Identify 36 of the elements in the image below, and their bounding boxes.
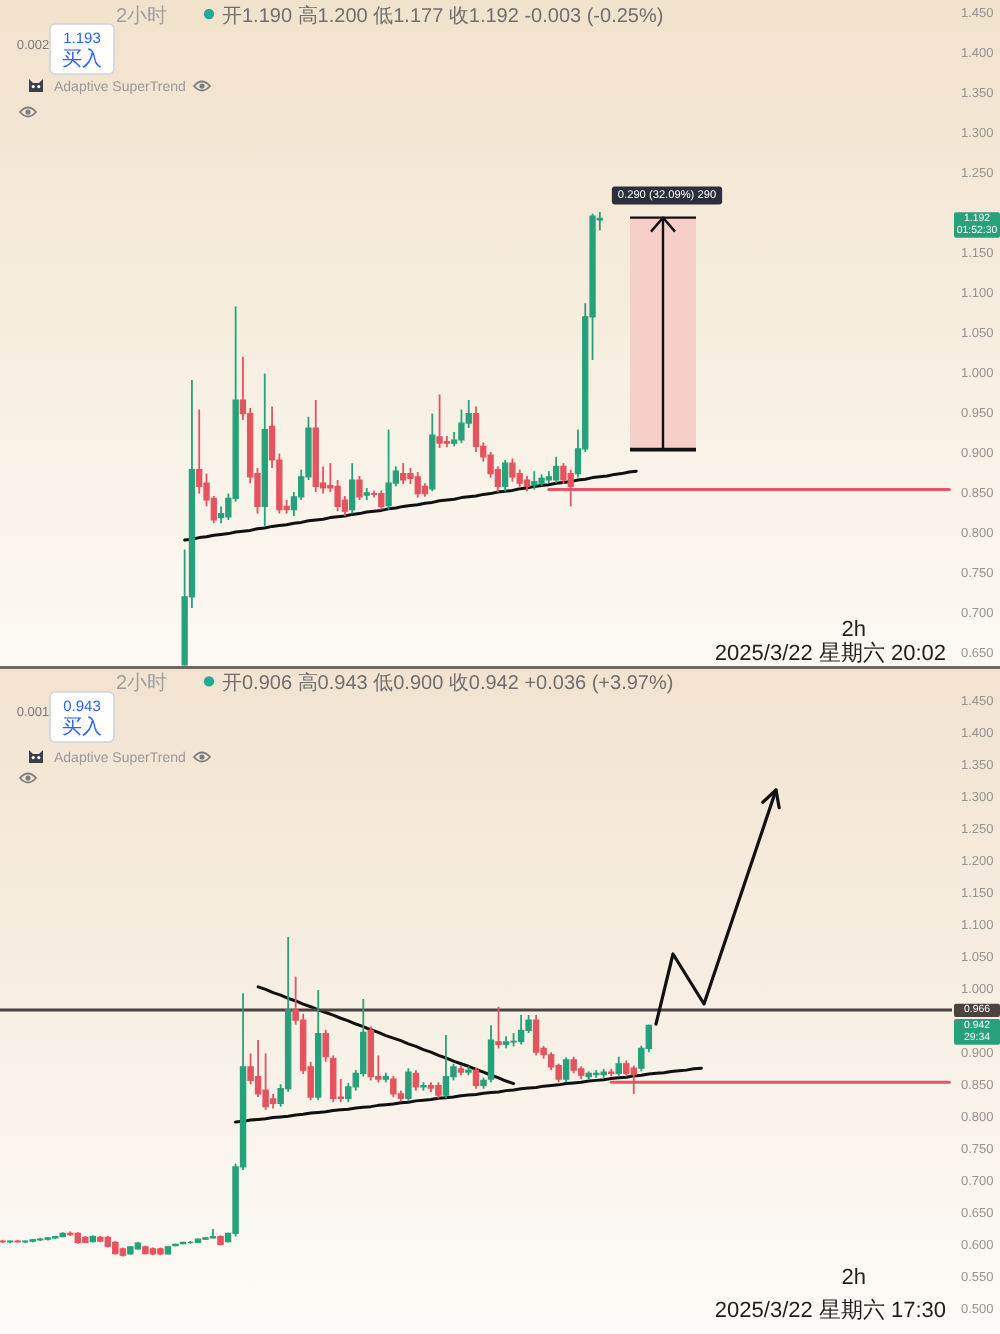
- candlestick: [532, 1014, 540, 1057]
- candlestick: [442, 1034, 450, 1100]
- candlestick: [385, 428, 392, 511]
- annotation: 开1.190 高1.200 低1.177 收1.192 -0.003 (-0.25%): [222, 4, 664, 28]
- annotation: 2小时: [116, 4, 168, 28]
- candlestick: [615, 1055, 622, 1078]
- candlestick: [531, 470, 538, 491]
- candlestick: [390, 1074, 397, 1098]
- candlestick: [370, 489, 378, 499]
- candlestick: [356, 475, 363, 501]
- candlestick: [436, 393, 443, 449]
- candlestick: [509, 457, 516, 483]
- candlestick: [562, 1056, 570, 1084]
- candlestick: [196, 408, 203, 495]
- candlestick: [349, 462, 356, 515]
- annotation: 2小时: [116, 671, 168, 695]
- candlestick: [414, 471, 421, 499]
- candlestick: [517, 1014, 525, 1046]
- candlestick: [412, 1069, 420, 1092]
- annotation: 2025/3/22 星期六 17:30: [714, 1297, 946, 1323]
- candlestick: [501, 459, 509, 493]
- candlestick: [552, 455, 560, 485]
- annotation: 开0.906 高0.943 低0.900 收0.942 +0.036 (+3.97%): [222, 671, 674, 695]
- candlestick: [495, 1005, 502, 1050]
- candlestick: [472, 1066, 480, 1090]
- line-series: [183, 469, 638, 542]
- candlestick: [405, 1067, 412, 1103]
- candlestick: [367, 1025, 375, 1082]
- annotation: 2025/3/22 星期六 20:02: [714, 640, 946, 666]
- candlestick: [400, 462, 407, 485]
- annotation: 2h: [841, 618, 866, 642]
- candlestick: [378, 489, 385, 511]
- annotation: 2h: [841, 1266, 866, 1290]
- candlestick: [487, 1024, 495, 1084]
- candlestick: [458, 408, 465, 445]
- candlestick: [516, 468, 523, 489]
